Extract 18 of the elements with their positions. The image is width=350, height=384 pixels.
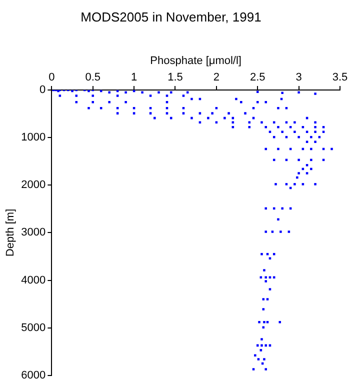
y-tick-label: 0 [40, 84, 46, 96]
x-tick-label: 1 [130, 71, 138, 84]
chart-title: MODS2005 in November, 1991 [80, 9, 262, 24]
x-tick-label: 3.5 [332, 71, 348, 84]
x-tick-label: 2 [213, 71, 220, 84]
x-axis-title: Phosphate [μmol/l] [150, 55, 242, 68]
y-tick-label: 5000 [21, 322, 46, 334]
y-tick-label: 1000 [21, 132, 46, 144]
y-axis-title: Depth [m] [4, 208, 17, 257]
y-tick-label: 3000 [21, 226, 46, 239]
x-tick-label: 0 [48, 71, 55, 84]
y-tick-label: 6000 [21, 369, 46, 382]
y-tick-label: 2000 [21, 179, 46, 192]
x-tick-label: 1.5 [168, 71, 183, 84]
x-tick-label: 3 [296, 71, 302, 84]
x-tick-label: 0.5 [85, 71, 101, 84]
y-tick-label: 4000 [21, 274, 46, 286]
x-tick-label: 2.5 [250, 71, 266, 84]
